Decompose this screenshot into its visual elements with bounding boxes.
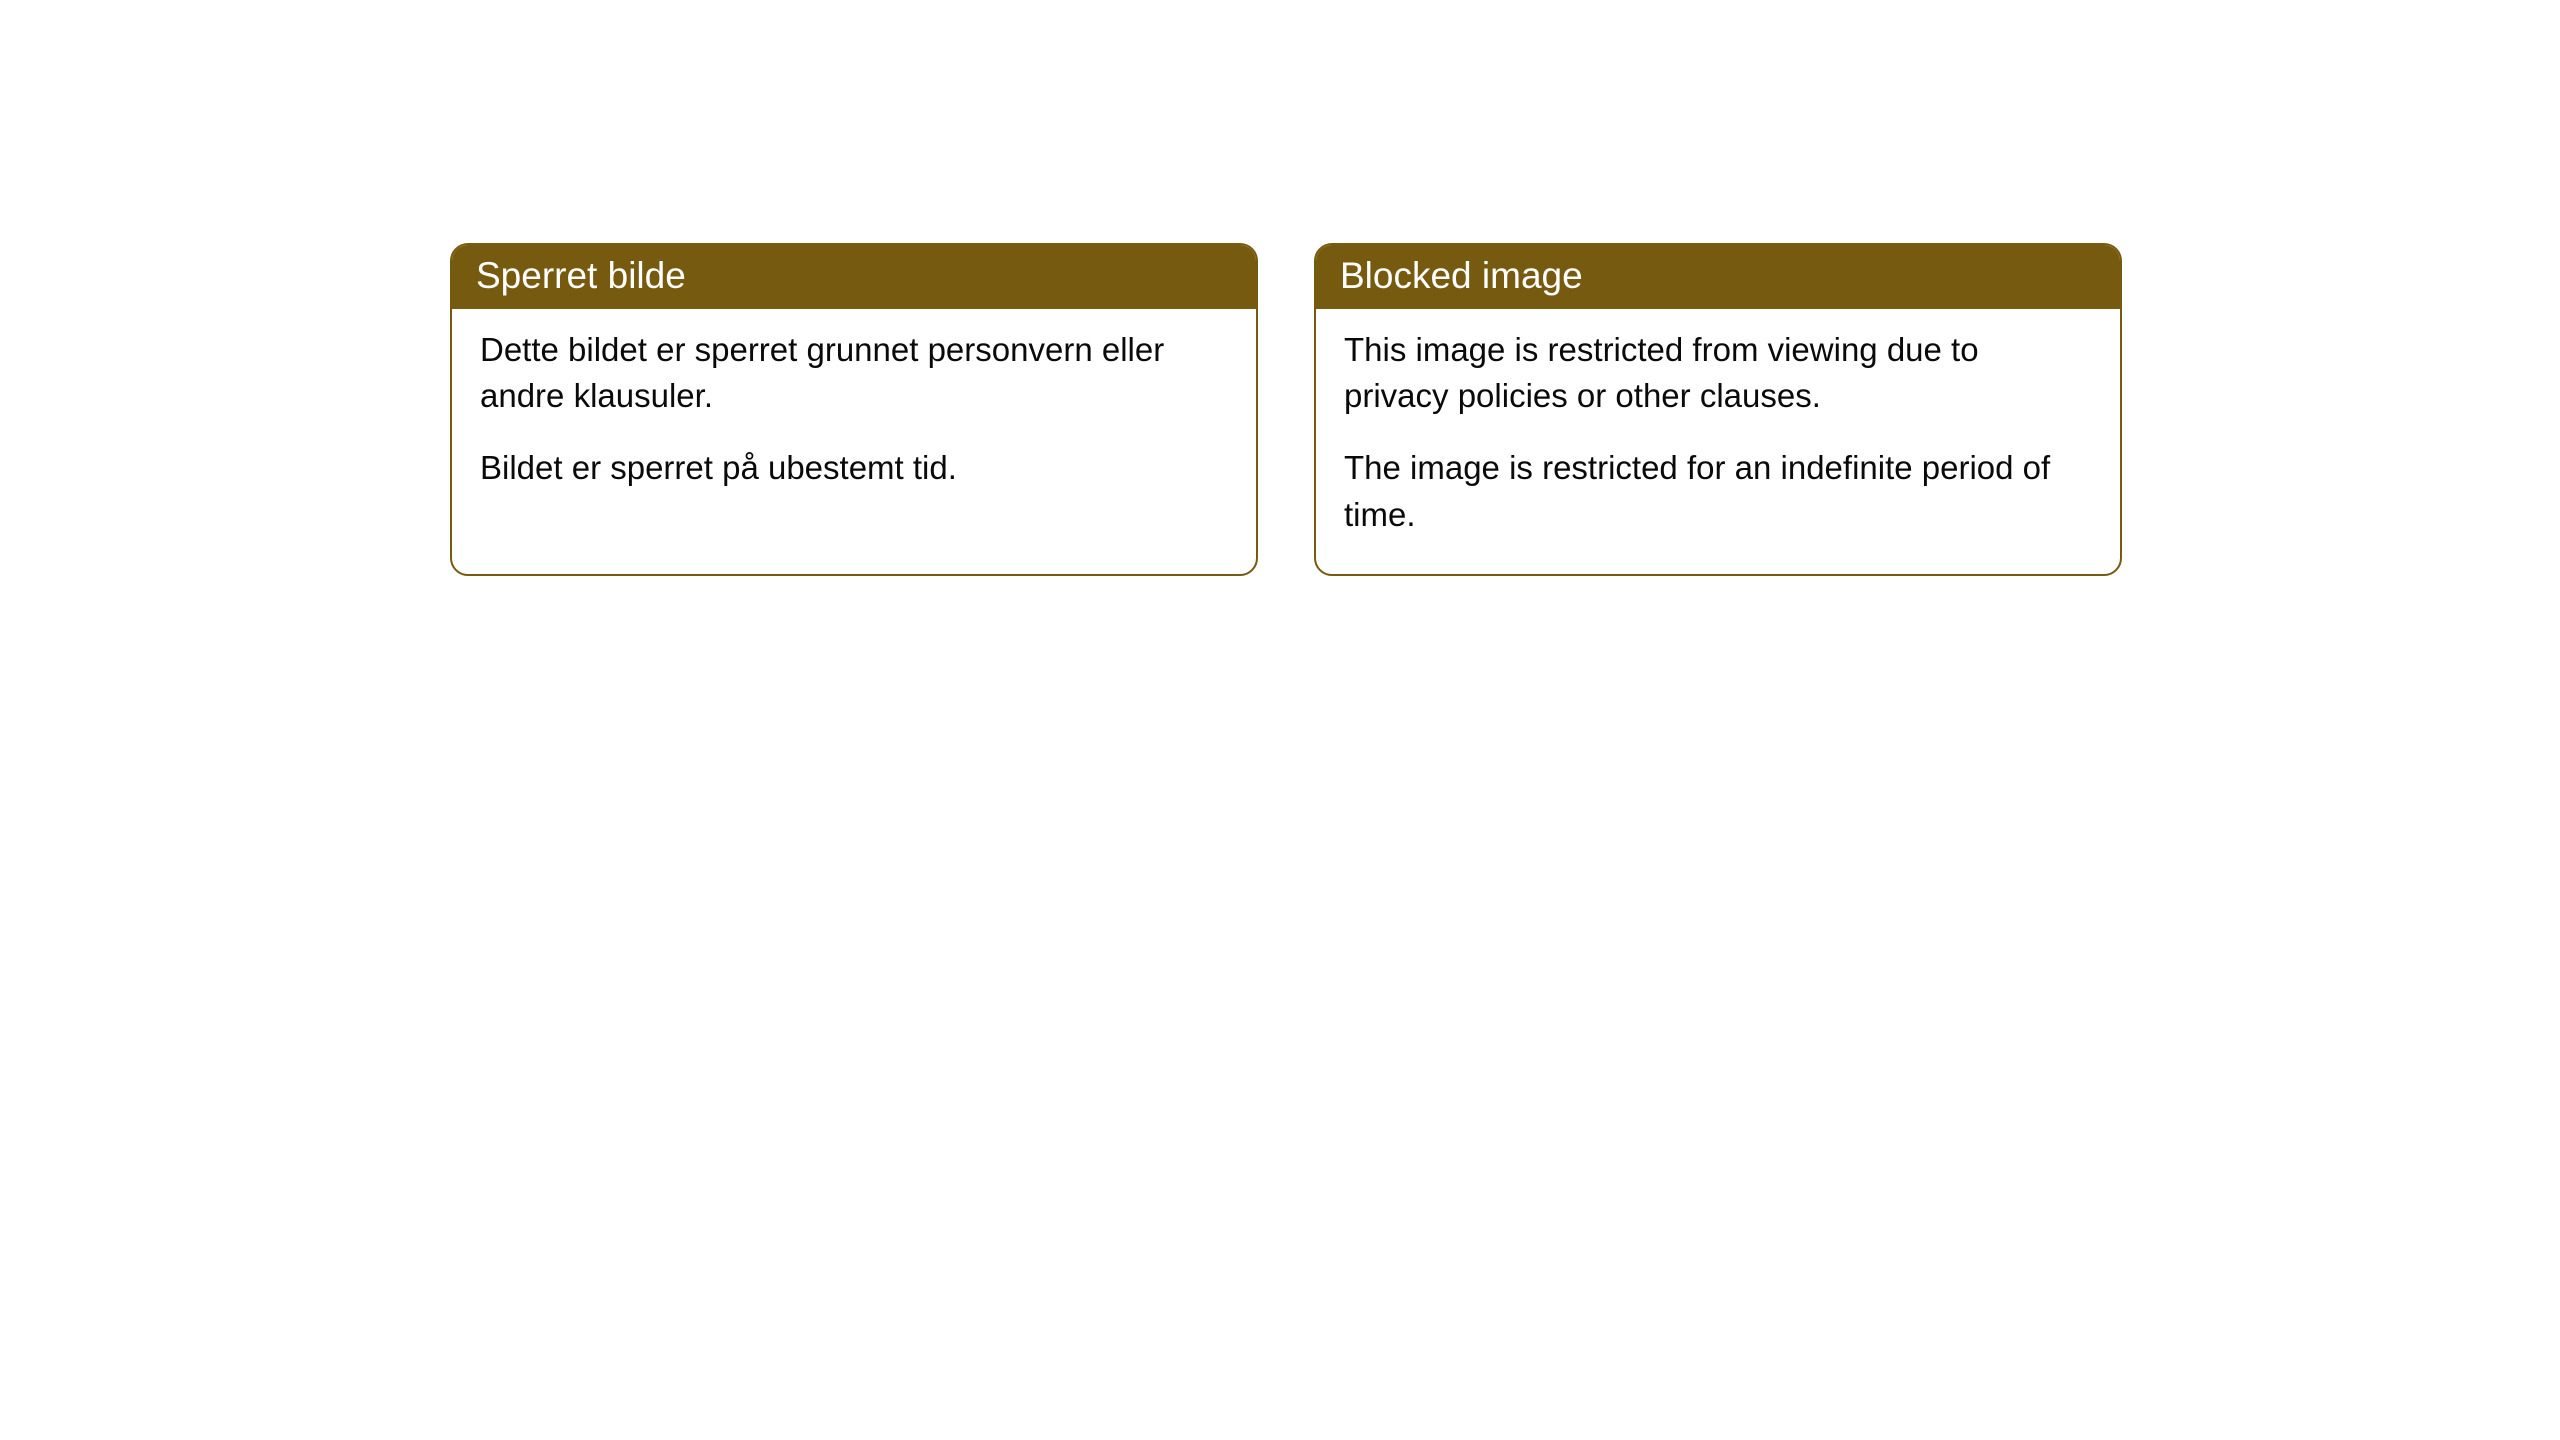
card-paragraph: Bildet er sperret på ubestemt tid. <box>480 445 1228 491</box>
card-title: Blocked image <box>1340 255 1583 296</box>
card-paragraph: This image is restricted from viewing du… <box>1344 327 2092 419</box>
card-header: Sperret bilde <box>452 245 1256 309</box>
card-header: Blocked image <box>1316 245 2120 309</box>
card-body: This image is restricted from viewing du… <box>1316 309 2120 574</box>
card-paragraph: Dette bildet er sperret grunnet personve… <box>480 327 1228 419</box>
card-body: Dette bildet er sperret grunnet personve… <box>452 309 1256 528</box>
card-paragraph: The image is restricted for an indefinit… <box>1344 445 2092 537</box>
blocked-image-card-english: Blocked image This image is restricted f… <box>1314 243 2122 576</box>
notice-cards-container: Sperret bilde Dette bildet er sperret gr… <box>450 243 2122 576</box>
blocked-image-card-norwegian: Sperret bilde Dette bildet er sperret gr… <box>450 243 1258 576</box>
card-title: Sperret bilde <box>476 255 686 296</box>
